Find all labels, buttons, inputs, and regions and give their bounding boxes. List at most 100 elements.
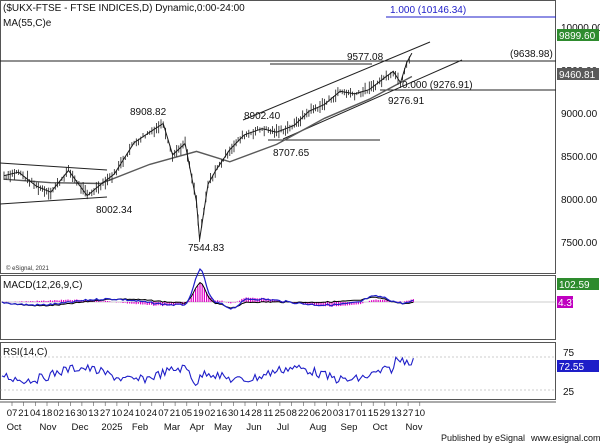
price-panel-frame [0, 0, 556, 274]
price-tick-label: 9000.00 [561, 109, 598, 120]
x-day-label: 13 [88, 408, 99, 419]
x-day-label: 21 [18, 408, 29, 419]
x-day-label: 18 [42, 408, 53, 419]
trend-channels [0, 41, 463, 205]
ma-line [3, 75, 413, 185]
x-day-label: 02 [205, 408, 216, 419]
price-tick-label: 10000.00 [561, 23, 600, 34]
panel-frames [0, 0, 556, 400]
x-day-label: 11 [263, 408, 273, 419]
price-badge-value: 9899.60 [559, 31, 596, 42]
price-axis: 10000.00 9500.00 9000.00 8500.00 8000.00… [561, 23, 600, 249]
x-day-label: 10 [135, 408, 146, 419]
site-url: www.esignal.com [530, 433, 600, 443]
x-month-label: Feb [132, 422, 148, 433]
x-day-label: 30 [228, 408, 239, 419]
x-day-label: 01 [356, 408, 367, 419]
x-day-label: 02 [53, 408, 64, 419]
x-day-label: 28 [251, 408, 262, 419]
x-day-ticks: 07 21 04 18 02 16 30 13 27 10 24 10 24 07 21 05 19 02 16 30… [7, 402, 425, 419]
rsi-badge-bg [557, 360, 599, 372]
reference-lines [0, 16, 556, 141]
rsi-line [1, 356, 414, 387]
x-month-label: Aug [310, 422, 327, 433]
ma-label: MA(55,C)e [3, 18, 52, 29]
x-day-label: 06 [310, 408, 321, 419]
x-day-label: 16 [65, 408, 76, 419]
x-day-label: 16 [216, 408, 227, 419]
copyright-text: © eSignal, 2021 [6, 265, 49, 272]
x-day-label: 05 [182, 408, 193, 419]
x-month-label: Nov [40, 422, 57, 433]
annotation-8707: 8707.65 [273, 148, 310, 159]
macd-signal-line [1, 281, 414, 309]
range-top-line [0, 162, 108, 171]
x-day-label: 30 [77, 408, 88, 419]
x-day-label: 17 [345, 408, 356, 419]
macd-label: MACD(12,26,9,C) [3, 280, 82, 291]
x-day-label: 03 [333, 408, 344, 419]
x-day-label: 04 [30, 408, 41, 419]
macd-badge: 102.59 [557, 278, 599, 291]
annotation-9276: 9276.91 [388, 96, 425, 107]
x-day-label: 14 [240, 408, 251, 419]
x-day-label: 27 [100, 408, 111, 419]
x-day-label: 08 [286, 408, 297, 419]
x-month-label: Oct [7, 422, 22, 433]
rsi-panel-frame [0, 342, 556, 400]
x-day-label: 10 [112, 408, 123, 419]
x-day-label: 15 [368, 408, 379, 419]
ma-badge-last: 9460.81 [557, 68, 599, 81]
price-line [3, 52, 413, 240]
rsi-label: RSI(14,C) [3, 347, 47, 358]
x-day-label: 22 [298, 408, 309, 419]
fibo-0-label: 0.000 (9276.91) [402, 80, 473, 91]
x-day-label: 24 [123, 408, 134, 419]
x-day-label: 19 [193, 408, 204, 419]
signal-badge-bg [557, 296, 573, 308]
x-day-label: 21 [170, 408, 181, 419]
signal-badge-value: 4.37 [558, 298, 578, 309]
x-month-label: Nov [406, 422, 423, 433]
macd-panel-frame [0, 275, 556, 340]
rsi-badge-value: 72.55 [559, 362, 584, 373]
x-month-label: Jun [246, 422, 261, 433]
x-month-label: May [214, 422, 232, 433]
x-month-ticks: Oct Nov Dec 2025 Feb Mar Apr May Jun Jul Aug Sep Oct… [7, 422, 423, 433]
x-month-label: Oct [373, 422, 388, 433]
annotation-8902: 8902.40 [244, 111, 281, 122]
x-day-label: 29 [380, 408, 391, 419]
rsi-level-75: 75 [563, 348, 575, 359]
fibo-100-label: 1.000 (10146.34) [390, 5, 466, 16]
x-day-label: 25 [275, 408, 286, 419]
x-day-label: 13 [391, 408, 402, 419]
macd-line [1, 267, 414, 310]
price-tick-label: 7500.00 [561, 238, 598, 249]
channel-upper-line [242, 41, 431, 121]
ma-badge-value: 9460.81 [559, 70, 596, 81]
x-month-label: Jul [277, 422, 289, 433]
x-day-label: 07 [7, 408, 18, 419]
x-month-label: Sep [341, 422, 358, 433]
annotation-8908: 8908.82 [130, 107, 167, 118]
macd-badge-bg [557, 278, 599, 290]
x-month-label: Mar [164, 422, 180, 433]
rsi-level-25: 25 [563, 387, 575, 398]
price-badge-last: 9899.60 [557, 29, 599, 42]
macd-layer [1, 267, 414, 310]
chart-title: ($UKX-FTSE - FTSE INDICES,D) Dynamic,0:0… [3, 3, 245, 14]
rsi-badge: 72.55 [557, 360, 599, 373]
annotation-8002: 8002.34 [96, 205, 133, 216]
signal-badge: 4.37 [557, 296, 578, 309]
price-badge-bg [557, 29, 599, 41]
price-layer [3, 52, 413, 242]
channel-lower-line [282, 59, 463, 140]
x-day-label: 27 [403, 408, 414, 419]
x-day-label: 24 [147, 408, 158, 419]
price-tick-label: 8500.00 [561, 152, 598, 163]
annotation-9577: 9577.08 [347, 52, 384, 63]
ma-badge-bg [557, 68, 599, 80]
price-tick-label: 8000.00 [561, 195, 598, 206]
range-bottom-line [0, 196, 108, 205]
